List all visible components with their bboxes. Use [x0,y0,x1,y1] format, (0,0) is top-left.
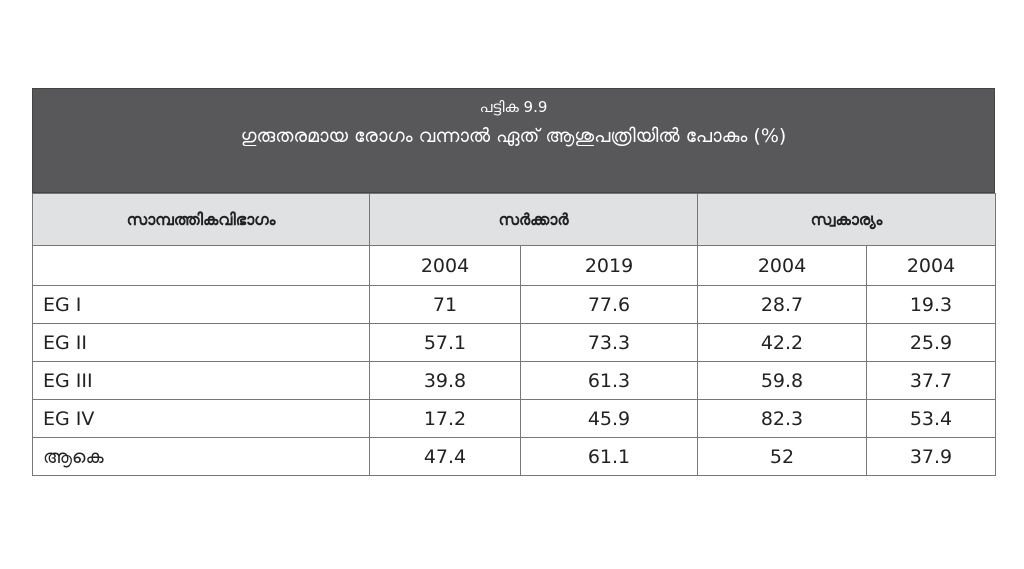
header-row: സാമ്പത്തികവിഭാഗം സർക്കാർ സ്വകാര്യം [32,193,996,246]
value-cell: 37.9 [866,437,996,476]
table-row: EG III 39.8 61.3 59.8 37.7 [32,361,996,400]
header-group: സാമ്പത്തികവിഭാഗം [32,193,370,246]
year-cell: 2004 [697,245,867,286]
table-row: ആകെ 47.4 61.1 52 37.9 [32,437,996,476]
value-cell: 17.2 [369,399,521,438]
value-cell: 47.4 [369,437,521,476]
year-cell: 2004 [369,245,521,286]
year-blank [32,245,370,286]
table-title: ഗുരുതരമായ രോഗം വന്നാൽ ഏത് ആശുപത്രിയിൽ പോ… [240,125,787,147]
value-cell: 52 [697,437,867,476]
value-cell: 45.9 [520,399,698,438]
value-cell: 61.3 [520,361,698,400]
value-cell: 73.3 [520,323,698,362]
year-row: 2004 2019 2004 2004 [32,245,996,286]
table-row: EG I 71 77.6 28.7 19.3 [32,285,996,324]
hospital-choice-table: പട്ടിക 9.9 ഗുരുതരമായ രോഗം വന്നാൽ ഏത് ആശു… [32,88,996,476]
data-table: സാമ്പത്തികവിഭാഗം സർക്കാർ സ്വകാര്യം 2004 … [32,193,996,476]
row-label: EG I [32,285,370,324]
value-cell: 28.7 [697,285,867,324]
value-cell: 71 [369,285,521,324]
value-cell: 37.7 [866,361,996,400]
row-label: ആകെ [32,437,370,476]
header-government: സർക്കാർ [369,193,698,246]
header-private: സ്വകാര്യം [697,193,996,246]
value-cell: 59.8 [697,361,867,400]
value-cell: 39.8 [369,361,521,400]
table-banner: പട്ടിക 9.9 ഗുരുതരമായ രോഗം വന്നാൽ ഏത് ആശു… [32,88,995,193]
value-cell: 19.3 [866,285,996,324]
row-label: EG III [32,361,370,400]
value-cell: 42.2 [697,323,867,362]
table-row: EG II 57.1 73.3 42.2 25.9 [32,323,996,362]
row-label: EG IV [32,399,370,438]
row-label: EG II [32,323,370,362]
value-cell: 57.1 [369,323,521,362]
table-number: പട്ടിക 9.9 [479,98,548,116]
value-cell: 53.4 [866,399,996,438]
value-cell: 61.1 [520,437,698,476]
value-cell: 25.9 [866,323,996,362]
table-row: EG IV 17.2 45.9 82.3 53.4 [32,399,996,438]
year-cell: 2004 [866,245,996,286]
year-cell: 2019 [520,245,698,286]
value-cell: 77.6 [520,285,698,324]
value-cell: 82.3 [697,399,867,438]
